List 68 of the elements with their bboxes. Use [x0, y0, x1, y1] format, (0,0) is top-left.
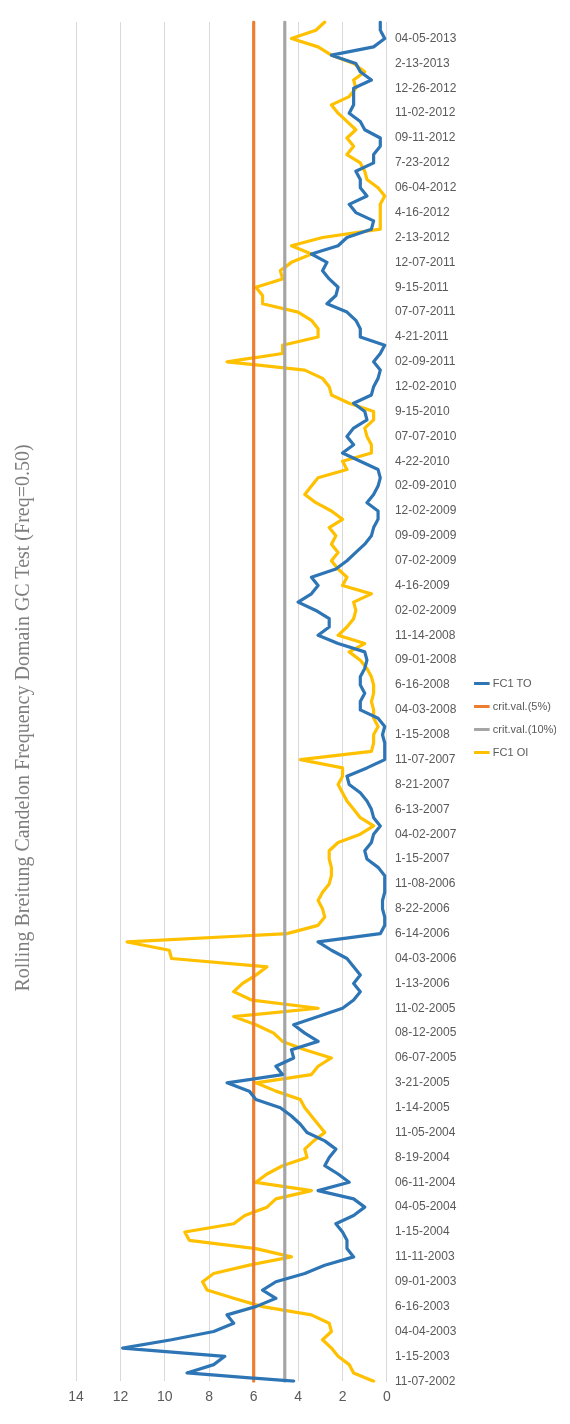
y-tick-label: 4-16-2012 [394, 204, 450, 219]
y-tick-label: 09-11-2012 [394, 130, 456, 145]
y-tick-label: 11-02-2012 [394, 105, 456, 120]
y-tick-label: 11-14-2008 [394, 627, 456, 642]
y-tick-label: 9-15-2010 [394, 403, 450, 418]
y-tick-label: 12-07-2011 [394, 254, 456, 269]
y-tick-label: 4-21-2011 [394, 329, 450, 344]
y-tick-label: 8-21-2007 [394, 776, 450, 791]
y-tick-label: 07-07-2011 [394, 304, 456, 319]
y-tick-label: 6-13-2007 [394, 801, 450, 816]
y-tick-label: 04-03-2008 [394, 702, 457, 717]
y-tick-label: 8-22-2006 [394, 901, 450, 916]
y-tick-label: 1-15-2007 [394, 851, 450, 866]
y-tick-label: 04-05-2013 [394, 30, 457, 45]
y-tick-label: 2-13-2013 [394, 55, 450, 70]
y-tick-label: 7-23-2012 [394, 155, 450, 170]
y-tick-label: 4-22-2010 [394, 453, 450, 468]
x-tick-label: 10 [157, 1388, 173, 1405]
y-tick-label: 02-02-2009 [394, 602, 457, 617]
y-tick-label: 12-02-2009 [394, 503, 457, 518]
y-tick-label: 08-12-2005 [394, 1025, 457, 1040]
y-tick-label: 12-02-2010 [394, 378, 457, 393]
y-tick-label: 07-07-2010 [394, 428, 457, 443]
text: Rolling Breitung Candelon Frequency Domain GC Test (Freq=0.50) [11, 444, 35, 992]
x-tick-label: 12 [112, 1388, 129, 1405]
y-tick-label: 06-11-2004 [394, 1174, 456, 1189]
legend-label: crit.val.(5%) [492, 699, 551, 712]
y-tick-label: 8-19-2004 [394, 1149, 450, 1164]
x-tick-label: 4 [294, 1388, 303, 1405]
x-tick-label: 0 [383, 1388, 392, 1405]
y-tick-label: 1-15-2004 [394, 1224, 450, 1239]
y-tick-label: 04-05-2004 [394, 1199, 457, 1214]
y-tick-label: 09-01-2008 [394, 652, 457, 667]
y-tick-label: 04-04-2003 [394, 1323, 457, 1338]
y-tick-label: 07-02-2009 [394, 553, 457, 568]
legend-label: FC1 OI [492, 745, 529, 758]
y-tick-label: 04-03-2006 [394, 950, 457, 965]
y-tick-label: 02-09-2011 [394, 354, 456, 369]
y-tick-label: 6-16-2003 [394, 1298, 450, 1313]
y-tick-label: 6-16-2008 [394, 677, 450, 692]
y-tick-label: 9-15-2011 [394, 279, 450, 294]
y-tick-label: 12-26-2012 [394, 80, 457, 95]
x-tick-label: 14 [68, 1388, 84, 1405]
y-tick-label: 02-09-2010 [394, 478, 457, 493]
y-tick-label: 06-07-2005 [394, 1050, 457, 1065]
y-tick-label: 09-01-2003 [394, 1274, 457, 1289]
x-tick-label: 8 [205, 1388, 214, 1405]
y-tick-label: 2-13-2012 [394, 229, 450, 244]
y-tick-label: 1-15-2008 [394, 727, 450, 742]
y-tick-label: 11-05-2004 [394, 1124, 456, 1139]
y-tick-label: 4-16-2009 [394, 577, 450, 592]
y-tick-label: 06-04-2012 [394, 180, 457, 195]
y-tick-label: 1-14-2005 [394, 1100, 450, 1115]
y-tick-label: 11-07-2007 [394, 751, 456, 766]
y-tick-label: 11-02-2005 [394, 1000, 456, 1015]
legend-label: crit.val.(10%) [492, 722, 558, 735]
y-tick-label: 1-13-2006 [394, 975, 450, 990]
y-tick-label: 04-02-2007 [394, 826, 457, 841]
y-tick-label: 11-07-2002 [394, 1373, 456, 1388]
x-tick-label: 6 [249, 1388, 258, 1405]
y-tick-label: 09-09-2009 [394, 528, 457, 543]
x-tick-label: 2 [338, 1388, 347, 1405]
y-tick-label: 3-21-2005 [394, 1075, 450, 1090]
y-tick-label: 6-14-2006 [394, 925, 450, 940]
y-tick-label: 1-15-2003 [394, 1348, 450, 1363]
legend-label: FC1 TO [492, 676, 532, 689]
y-tick-label: 11-11-2003 [394, 1249, 455, 1264]
y-tick-label: 11-08-2006 [394, 876, 456, 891]
